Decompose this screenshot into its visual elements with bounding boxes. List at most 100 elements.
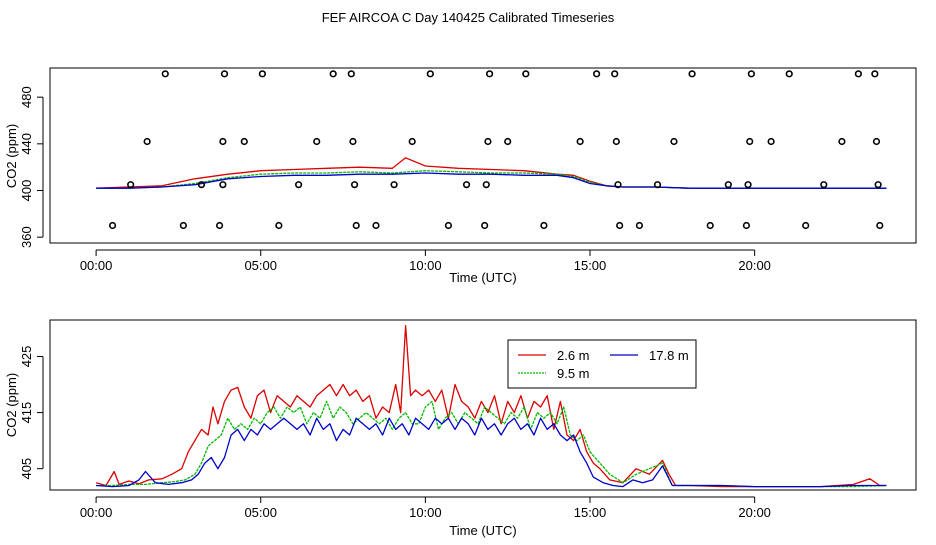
top-point <box>444 221 453 230</box>
top-point <box>258 70 266 78</box>
bottom-series-9-5m <box>96 400 887 488</box>
top-point <box>390 181 398 189</box>
bottom-x-tick-label: 00:00 <box>80 505 113 520</box>
top-point <box>349 137 357 146</box>
bottom-y-axis-label: CO2 (ppm) <box>4 373 19 437</box>
top-point <box>179 221 187 230</box>
top-point <box>576 137 584 146</box>
top-point <box>372 221 380 230</box>
top-point <box>313 137 321 146</box>
top-point <box>635 221 644 230</box>
top-plot-series <box>96 157 887 189</box>
top-x-tick-label: 20:00 <box>738 258 771 273</box>
top-point <box>347 70 355 78</box>
top-point <box>329 70 337 78</box>
top-point <box>350 181 359 189</box>
top-point <box>522 70 530 78</box>
top-point <box>744 181 752 189</box>
top-point <box>484 137 492 146</box>
top-point <box>871 70 879 78</box>
top-point <box>295 181 303 189</box>
top-point <box>352 221 360 230</box>
legend-label-17-8m: 17.8 m <box>649 348 689 363</box>
top-point <box>108 221 117 230</box>
top-point <box>485 70 494 78</box>
bottom-y-tick-label: 405 <box>19 458 34 480</box>
figure-title: FEF AIRCOA C Day 140425 Calibrated Times… <box>322 10 615 25</box>
top-plot-frame <box>49 67 917 244</box>
top-point <box>408 137 416 146</box>
top-point <box>616 221 624 230</box>
top-series-9-5m <box>96 170 887 189</box>
bottom-series-17-8m <box>96 417 887 488</box>
top-point <box>504 137 512 146</box>
bottom-x-axis-label: Time (UTC) <box>449 523 516 538</box>
top-point <box>197 181 206 189</box>
legend-label-2-6m: 2.6 m <box>557 348 590 363</box>
top-point <box>854 70 862 78</box>
legend-box <box>507 339 697 389</box>
top-plot-axes: 00:00 05:00 10:00 15:00 20:00 360 400 440 480 <box>19 86 771 273</box>
top-point <box>127 181 135 189</box>
top-point <box>670 137 678 146</box>
top-plot-points <box>108 70 884 230</box>
bottom-x-tick-label: 20:00 <box>738 505 771 520</box>
top-x-tick-label: 05:00 <box>244 258 277 273</box>
top-point <box>611 70 619 78</box>
bottom-plot-series <box>95 324 887 488</box>
top-point <box>215 221 224 230</box>
top-point <box>161 70 169 78</box>
top-point <box>540 221 548 230</box>
top-point <box>143 137 151 146</box>
top-point <box>275 221 283 230</box>
top-point <box>747 70 755 78</box>
top-point <box>742 221 751 230</box>
top-x-axis-label: Time (UTC) <box>449 270 516 285</box>
top-y-tick-label: 480 <box>19 86 34 108</box>
top-point <box>706 221 714 230</box>
bottom-y-tick-label: 425 <box>19 346 34 368</box>
top-point <box>220 70 229 78</box>
top-y-axis-label: CO2 (ppm) <box>4 124 19 188</box>
top-point <box>593 70 601 78</box>
top-point <box>688 70 696 78</box>
top-point <box>802 221 810 230</box>
bottom-x-tick-label: 15:00 <box>574 505 607 520</box>
bottom-series-2-6m <box>95 324 887 488</box>
top-point <box>820 181 828 189</box>
legend: 2.6 m 17.8 m 9.5 m <box>507 339 697 389</box>
top-series-17-8m <box>96 172 887 189</box>
top-x-tick-label: 00:00 <box>80 258 113 273</box>
top-y-tick-label: 440 <box>19 133 34 155</box>
top-point <box>746 137 754 146</box>
bottom-x-tick-label: 10:00 <box>409 505 442 520</box>
top-point <box>724 181 732 189</box>
top-point <box>767 137 775 146</box>
top-point <box>614 181 622 189</box>
top-point <box>481 221 489 230</box>
bottom-plot-axes: 00:00 05:00 10:00 15:00 20:00 405 415 425 <box>19 346 771 520</box>
bottom-x-tick-label: 05:00 <box>244 505 277 520</box>
top-y-tick-label: 360 <box>19 226 34 248</box>
top-point <box>653 181 662 189</box>
top-point <box>240 137 248 146</box>
top-point <box>426 70 434 78</box>
top-x-tick-label: 10:00 <box>409 258 442 273</box>
bottom-y-tick-label: 415 <box>19 402 34 424</box>
top-point <box>219 137 227 146</box>
top-point <box>872 137 881 146</box>
top-y-tick-label: 400 <box>19 180 34 202</box>
top-point <box>219 181 227 189</box>
top-point <box>876 221 884 230</box>
bottom-plot-frame <box>49 319 917 491</box>
top-point <box>785 70 793 78</box>
top-point <box>482 181 490 189</box>
top-point <box>612 137 620 146</box>
top-x-tick-label: 15:00 <box>574 258 607 273</box>
top-point <box>874 181 882 189</box>
top-point <box>838 137 846 146</box>
legend-label-9-5m: 9.5 m <box>557 366 590 381</box>
top-point <box>462 181 471 189</box>
